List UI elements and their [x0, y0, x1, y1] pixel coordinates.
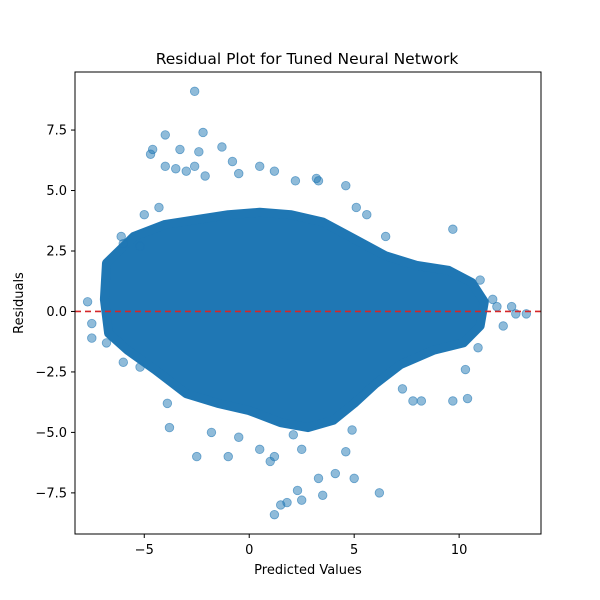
- scatter-point: [154, 202, 164, 213]
- x-tick-label: 10: [451, 543, 468, 558]
- scatter-point: [181, 166, 191, 176]
- scatter-point: [234, 168, 244, 179]
- scatter-point: [192, 451, 202, 462]
- scatter-point: [288, 430, 299, 440]
- scatter-point: [162, 398, 173, 409]
- scatter-point: [160, 130, 170, 140]
- scatter-point: [282, 497, 292, 508]
- scatter-point: [313, 473, 324, 484]
- scatter-point: [200, 171, 210, 181]
- scatter-point: [506, 301, 517, 312]
- scatter-points: [82, 86, 532, 520]
- scatter-point: [234, 432, 244, 442]
- scatter-point: [362, 210, 372, 220]
- scatter-point: [416, 396, 427, 406]
- scatter-point: [189, 161, 200, 172]
- scatter-point: [164, 422, 175, 433]
- scatter-point: [297, 444, 307, 455]
- y-tick-label: 2.5: [46, 244, 67, 259]
- scatter-point: [87, 333, 97, 343]
- y-tick-label: −2.5: [35, 365, 67, 380]
- scatter-point: [488, 294, 498, 305]
- scatter-point: [135, 362, 145, 372]
- scatter-point: [139, 210, 149, 220]
- y-tick-label: −5.0: [35, 426, 67, 441]
- y-tick-label: 5.0: [46, 184, 67, 199]
- scatter-point: [227, 156, 238, 167]
- scatter-point: [87, 318, 97, 329]
- scatter-point: [408, 396, 418, 406]
- y-tick-label: 0.0: [46, 305, 67, 320]
- y-axis-label: Residuals: [12, 272, 27, 334]
- scatter-point: [341, 180, 351, 191]
- x-tick-label: 5: [350, 543, 358, 558]
- scatter-point: [171, 164, 181, 174]
- scatter-point: [206, 427, 217, 438]
- scatter-point: [101, 338, 112, 348]
- scatter-point: [175, 144, 185, 155]
- scatter-point: [118, 357, 128, 367]
- scatter-point: [380, 231, 391, 242]
- scatter-point: [82, 297, 93, 307]
- scatter-point: [492, 301, 502, 312]
- scatter-point: [498, 321, 508, 331]
- scatter-point: [349, 473, 359, 484]
- scatter-point: [118, 239, 128, 249]
- scatter-point: [269, 166, 280, 176]
- x-tick-label: 0: [245, 543, 253, 558]
- scatter-point: [194, 147, 204, 157]
- dense-residual-cloud: [99, 207, 489, 433]
- scatter-point: [189, 86, 200, 97]
- scatter-point: [341, 447, 351, 457]
- scatter-point: [290, 176, 301, 186]
- scatter-point: [317, 490, 328, 500]
- y-axis: −7.5 −5.0 −2.5 0.0 2.5 5.0 7.5: [35, 124, 75, 501]
- scatter-point: [160, 161, 170, 172]
- scatter-point: [462, 393, 473, 404]
- scatter-point: [448, 224, 458, 234]
- x-axis: −5 0 5 10: [135, 534, 468, 558]
- scatter-point: [223, 451, 233, 462]
- scatter-point: [135, 241, 145, 251]
- scatter-point: [255, 161, 265, 172]
- scatter-point: [265, 456, 275, 467]
- scatter-point: [351, 202, 361, 213]
- chart-title: Residual Plot for Tuned Neural Network: [156, 50, 459, 68]
- scatter-point: [217, 142, 227, 152]
- scatter-point: [297, 495, 307, 505]
- scatter-point: [198, 127, 208, 138]
- x-axis-label: Predicted Values: [254, 563, 362, 578]
- plot-frame: [74, 71, 542, 535]
- scatter-point: [269, 509, 280, 520]
- scatter-point: [460, 364, 471, 375]
- scatter-point: [292, 485, 303, 496]
- dense-cloud-envelope: [99, 207, 489, 433]
- x-tick-label: −5: [135, 543, 154, 558]
- scatter-point: [397, 384, 408, 394]
- scatter-point: [347, 425, 357, 435]
- scatter-point: [473, 343, 483, 353]
- y-tick-label: −7.5: [35, 486, 67, 501]
- scatter-point: [313, 176, 324, 186]
- scatter-point: [330, 468, 340, 479]
- scatter-point: [374, 488, 385, 498]
- y-tick-label: 7.5: [46, 124, 67, 139]
- scatter-point: [475, 275, 485, 285]
- scatter-point: [448, 396, 458, 406]
- scatter-point: [145, 149, 156, 159]
- scatter-point: [255, 444, 265, 455]
